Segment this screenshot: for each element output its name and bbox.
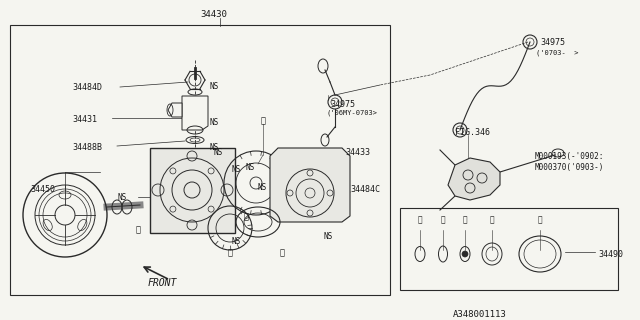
Polygon shape [270,148,350,222]
Text: ②: ② [227,248,232,257]
Text: NS: NS [210,82,220,91]
Text: 34484D: 34484D [72,83,102,92]
Text: FIG.346: FIG.346 [455,128,490,137]
Text: 34975: 34975 [540,38,565,47]
Text: ③: ③ [463,215,467,224]
Text: 34484C: 34484C [350,185,380,194]
Text: ('0703-  >: ('0703- > [536,50,579,57]
Text: ⑥: ⑥ [280,248,285,257]
Polygon shape [168,103,182,117]
Text: ①: ① [418,215,422,224]
Text: 34490: 34490 [598,250,623,259]
Text: NS: NS [323,232,332,241]
Text: NS: NS [258,183,268,192]
Text: M000370('0903-): M000370('0903-) [535,163,604,172]
Text: ⑤: ⑤ [136,225,141,234]
Text: 34430: 34430 [200,10,227,19]
Text: ③: ③ [243,212,248,221]
Text: NS: NS [231,237,240,246]
Text: ④: ④ [490,215,494,224]
Text: A348001113: A348001113 [453,310,507,319]
Bar [400,208,618,290]
Text: FRONT: FRONT [148,278,177,288]
Text: NS: NS [210,118,220,127]
Text: NS: NS [214,148,223,157]
Text: 34488B: 34488B [72,143,102,152]
Text: ④: ④ [260,116,266,125]
Polygon shape [448,158,500,200]
Polygon shape [150,148,235,233]
Text: NS: NS [245,163,254,172]
Bar [10,25,390,295]
Text: 34975: 34975 [330,100,355,109]
Text: ②: ② [441,215,445,224]
Polygon shape [182,96,208,130]
Circle shape [462,251,468,257]
Text: NS: NS [232,165,241,174]
Text: 34433: 34433 [345,148,370,157]
Text: M000193(-'0902:: M000193(-'0902: [535,152,604,161]
Text: ('06MY-0703>: ('06MY-0703> [326,110,377,116]
Text: NS: NS [210,143,220,152]
Text: NS: NS [118,193,127,202]
Text: 34450: 34450 [30,185,55,194]
Text: ⑤: ⑤ [538,215,542,224]
Text: 34431: 34431 [72,115,97,124]
